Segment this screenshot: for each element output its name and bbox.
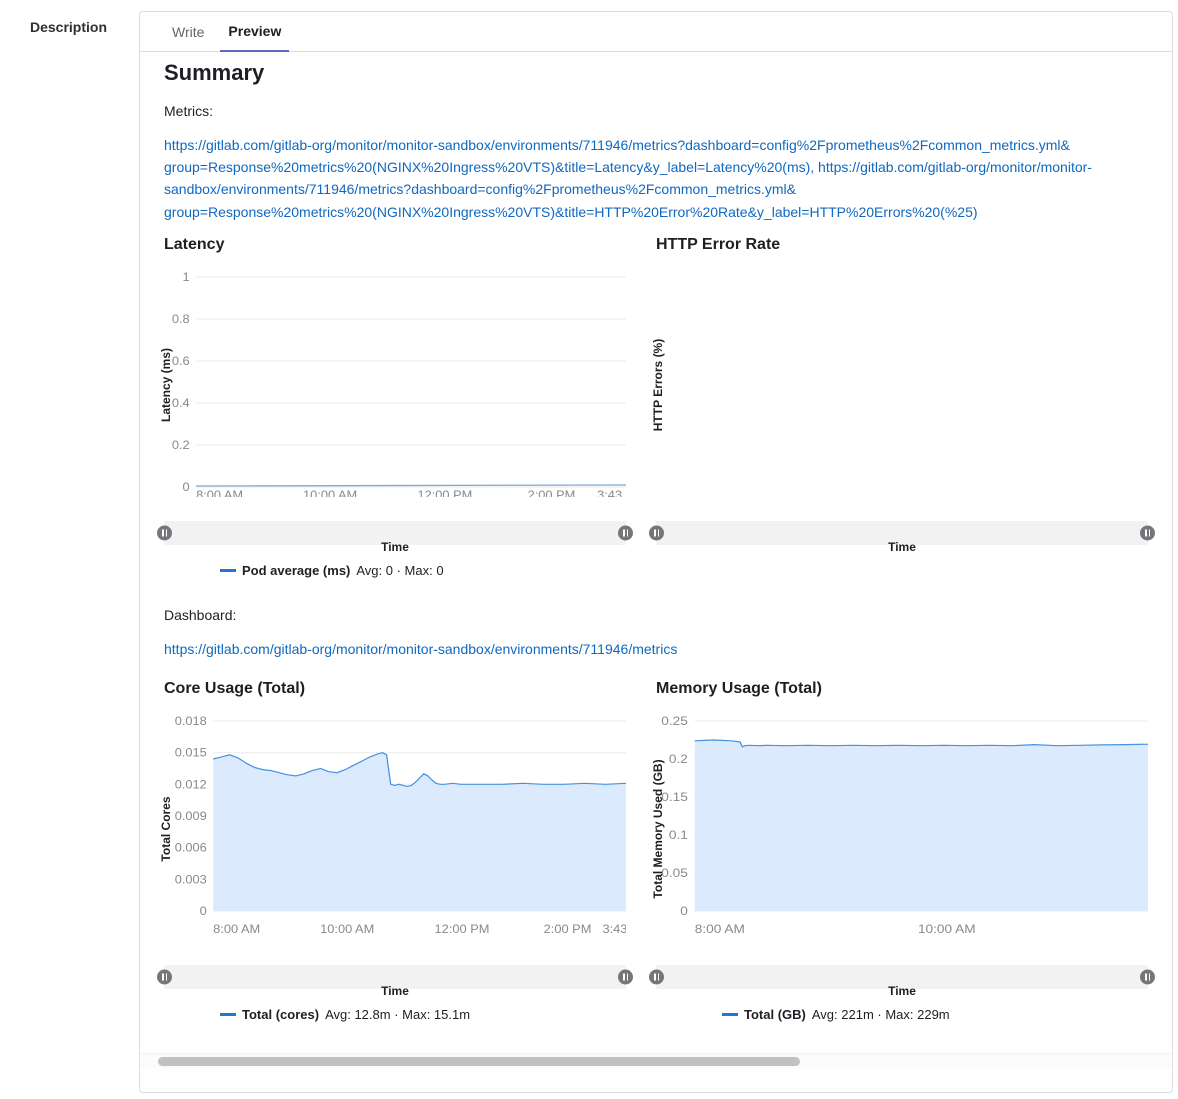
svg-text:0.4: 0.4: [172, 397, 190, 411]
svg-text:0.15: 0.15: [661, 790, 688, 804]
svg-text:0: 0: [680, 904, 688, 918]
svg-text:2:00 PM: 2:00 PM: [544, 923, 592, 937]
svg-text:3:43 PM: 3:43 PM: [597, 489, 626, 498]
svg-text:0: 0: [183, 481, 190, 495]
svg-text:8:00 AM: 8:00 AM: [695, 922, 745, 936]
svg-text:0.018: 0.018: [175, 715, 207, 729]
svg-text:0.6: 0.6: [172, 355, 190, 369]
svg-text:10:00 AM: 10:00 AM: [918, 922, 976, 936]
svg-text:0.25: 0.25: [661, 714, 688, 728]
svg-text:10:00 AM: 10:00 AM: [320, 923, 374, 937]
svg-text:0.2: 0.2: [172, 439, 190, 453]
svg-text:0.003: 0.003: [175, 873, 207, 887]
svg-text:0.015: 0.015: [175, 746, 207, 760]
svg-text:8:00 AM: 8:00 AM: [213, 923, 260, 937]
svg-text:10:00 AM: 10:00 AM: [303, 489, 357, 498]
svg-text:0.05: 0.05: [661, 866, 688, 880]
svg-text:12:00 PM: 12:00 PM: [417, 489, 472, 498]
svg-text:2:00 PM: 2:00 PM: [528, 489, 576, 498]
svg-text:0.8: 0.8: [172, 313, 190, 327]
svg-text:0.1: 0.1: [669, 828, 688, 842]
svg-text:0.012: 0.012: [175, 778, 207, 792]
svg-text:3:43 PM: 3:43 PM: [602, 923, 626, 937]
svg-text:0: 0: [200, 905, 207, 919]
svg-text:0.006: 0.006: [175, 841, 207, 855]
svg-text:1: 1: [183, 271, 190, 285]
svg-text:0.009: 0.009: [175, 810, 207, 824]
svg-text:8:00 AM: 8:00 AM: [196, 489, 243, 498]
svg-text:12:00 PM: 12:00 PM: [435, 923, 490, 937]
svg-text:0.2: 0.2: [669, 752, 688, 766]
